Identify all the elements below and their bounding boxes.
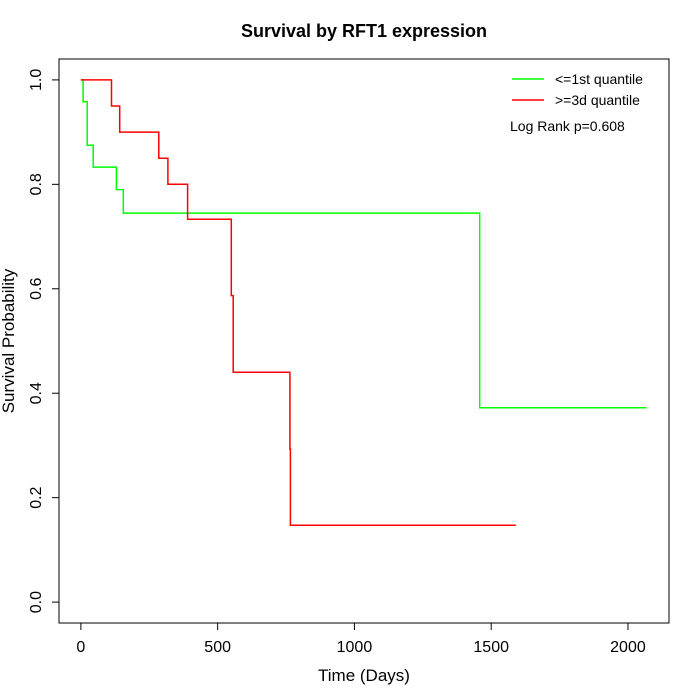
chart-title: Survival by RFT1 expression (241, 21, 487, 41)
x-tick-label: 1500 (473, 639, 509, 656)
series-line-low-quantile (80, 79, 647, 409)
y-tick-label: 0.4 (28, 382, 45, 404)
legend: <=1st quantile >=3d quantile (512, 71, 643, 108)
x-axis-label: Time (Days) (318, 666, 410, 685)
plot-area-frame (58, 58, 670, 624)
series-line-high-quantile (80, 79, 516, 527)
y-axis: 0.0 0.2 0.4 0.6 0.8 1.0 (28, 69, 60, 613)
x-tick-label: 1000 (337, 639, 373, 656)
y-tick-label: 0.8 (28, 173, 45, 195)
y-tick-label: 1.0 (28, 69, 45, 91)
series-layer (80, 79, 647, 527)
y-tick-label: 0.2 (28, 486, 45, 508)
legend-label-low: <=1st quantile (555, 71, 643, 87)
legend-label-high: >=3d quantile (555, 92, 640, 108)
x-tick-label: 2000 (610, 639, 646, 656)
logrank-annotation: Log Rank p=0.608 (510, 118, 625, 134)
y-axis-label: Survival Probability (0, 268, 18, 413)
x-tick-label: 0 (76, 639, 85, 656)
y-tick-label: 0.0 (28, 591, 45, 613)
x-tick-label: 500 (204, 639, 231, 656)
y-tick-label: 0.6 (28, 278, 45, 300)
x-axis: 0 500 1000 1500 2000 (76, 622, 646, 656)
